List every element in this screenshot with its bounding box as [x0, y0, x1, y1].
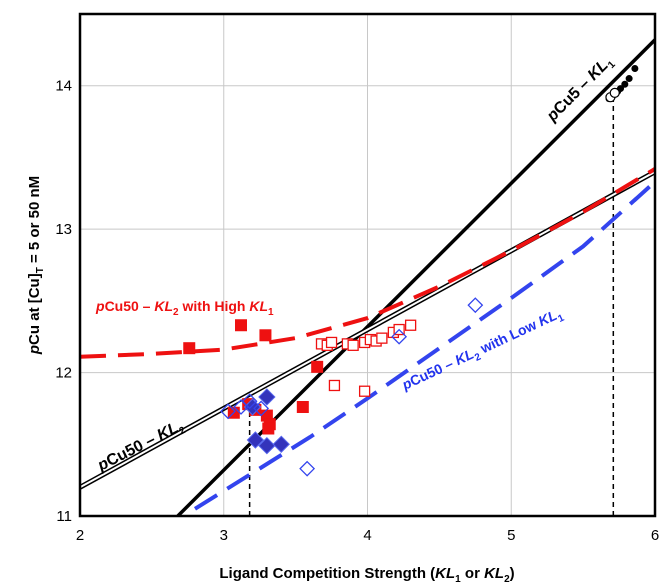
x-tick-label: 4: [363, 527, 371, 544]
point-square-filled: [311, 360, 324, 373]
point-square-open: [404, 319, 417, 331]
point-diamond-open: [241, 393, 258, 410]
point-square-open: [376, 332, 388, 344]
point-square-open: [325, 336, 338, 349]
y-tick-label: 13: [55, 221, 72, 238]
point-square-filled: [259, 329, 272, 342]
point-diamond-open: [467, 297, 484, 314]
point-square-open: [328, 379, 341, 392]
annotation-pcu50-kl2: pCu50 – KL2: [94, 417, 188, 478]
high-kl1-curve: [80, 167, 655, 359]
point-diamond-filled: [246, 431, 265, 449]
point-diamond-filled: [272, 435, 290, 453]
point-diamond-open: [253, 400, 270, 417]
pcu5-line: [176, 38, 655, 516]
y-tick-label: 14: [55, 78, 72, 95]
point-diamond-open: [220, 403, 236, 420]
x-tick-label: 2: [76, 527, 84, 544]
point-square-open: [347, 339, 359, 351]
point-circle-filled: [621, 80, 629, 88]
low-kl1-curve: [193, 180, 655, 511]
point-diamond-open: [299, 460, 316, 477]
y-axis-title: pCu at [Cu]T = 5 or 50 nM: [26, 176, 46, 355]
y-tick-label: 12: [55, 365, 72, 382]
x-tick-label: 6: [651, 527, 659, 544]
x-axis-title: Ligand Competition Strength (KL1 or KL2): [219, 565, 514, 583]
point-square-filled: [183, 342, 196, 355]
plot-content: [80, 38, 655, 516]
ticks: 2 3 4 5 6 11 12 13 14: [55, 78, 659, 544]
plot-frame: [78, 12, 657, 518]
point-diamond-open: [391, 328, 408, 345]
y-tick-label: 11: [56, 508, 72, 525]
point-diamond-filled: [258, 388, 276, 406]
point-square-filled: [235, 319, 247, 332]
point-square-filled: [296, 400, 309, 413]
point-circle-open: [609, 87, 620, 98]
point-square-open: [358, 385, 371, 397]
x-tick-label: 3: [220, 527, 228, 544]
annotation-pcu50-high: pCu50 – KL2 with High KL1: [95, 298, 274, 318]
point-square-filled: [262, 422, 275, 435]
point-circle-filled: [631, 65, 639, 73]
point-circle-filled: [625, 75, 633, 83]
x-tick-label: 5: [507, 527, 515, 544]
point-diamond-filled: [258, 437, 276, 455]
